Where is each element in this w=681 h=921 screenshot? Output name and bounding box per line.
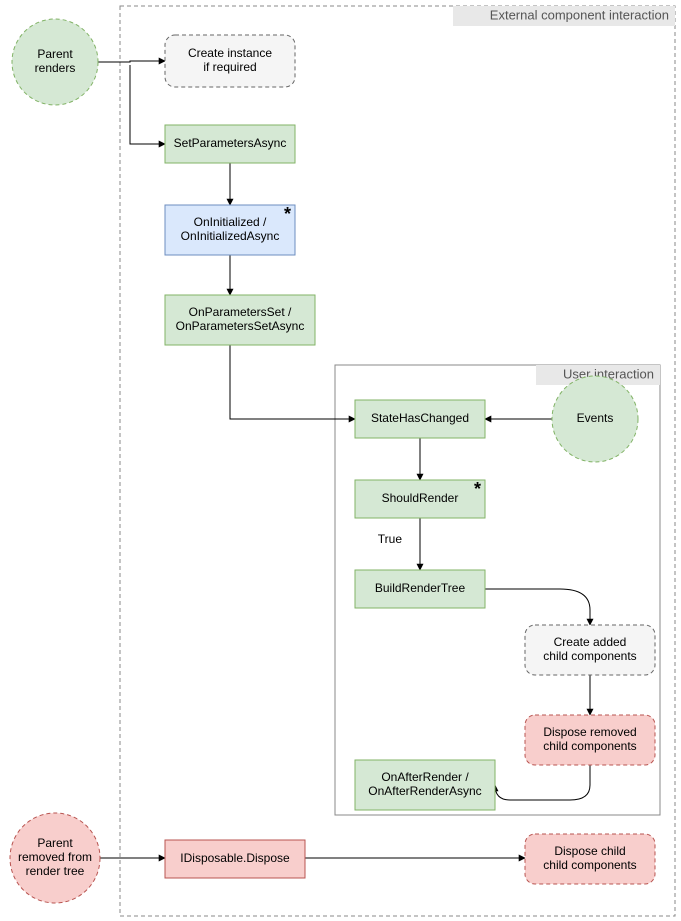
node-text-line: Parent: [37, 47, 73, 61]
node-text-line: OnAfterRenderAsync: [368, 784, 481, 798]
node-text-line: renders: [35, 61, 76, 75]
edge-4: [230, 345, 355, 419]
node-onparams: OnParametersSet /OnParametersSetAsync: [165, 295, 315, 345]
node-dispose_child2: Dispose childchild components: [525, 834, 655, 884]
node-text-line: if required: [203, 60, 256, 74]
node-text-line: BuildRenderTree: [375, 581, 466, 595]
node-text-line: Parent: [37, 836, 73, 850]
node-oninit: OnInitialized /OnInitializedAsync *: [165, 204, 295, 255]
node-events: Events: [552, 376, 638, 462]
node-text-line: Events: [577, 411, 614, 425]
edge-8: [485, 589, 590, 625]
node-text-line: IDisposable.Dispose: [180, 851, 290, 865]
node-text-line: ShouldRender: [382, 491, 459, 505]
node-text-line: child components: [543, 649, 636, 663]
node-text-line: OnInitialized /: [194, 215, 267, 229]
node-statechanged: StateHasChanged: [355, 400, 485, 438]
node-star-shouldrender: *: [474, 479, 481, 499]
node-text-line: StateHasChanged: [371, 411, 469, 425]
node-buildrt: BuildRenderTree: [355, 570, 485, 608]
node-text-line: OnInitializedAsync: [181, 229, 280, 243]
region-label-ext: External component interaction: [490, 8, 669, 23]
node-text-line: SetParametersAsync: [174, 136, 287, 150]
node-onafter: OnAfterRender /OnAfterRenderAsync: [355, 760, 495, 810]
node-text-line: child components: [543, 858, 636, 872]
node-shouldrender: ShouldRender *: [355, 479, 485, 518]
node-text-line: Create added: [554, 635, 627, 649]
node-create_instance: Create instanceif required: [165, 35, 295, 87]
node-text-line: child components: [543, 739, 636, 753]
edge-10: [495, 765, 590, 800]
node-parent_removed: Parentremoved fromrender tree: [10, 813, 100, 903]
node-text-line: OnAfterRender /: [381, 770, 469, 784]
node-text-line: Dispose child: [554, 844, 625, 858]
node-text-line: render tree: [26, 864, 85, 878]
node-text-line: OnParametersSetAsync: [176, 319, 305, 333]
node-text-line: Create instance: [188, 46, 272, 60]
node-parent_renders: Parentrenders: [12, 19, 98, 105]
node-create_child: Create addedchild components: [525, 625, 655, 675]
node-idisposable: IDisposable.Dispose: [165, 840, 305, 878]
edge-7: True: [378, 518, 420, 570]
edge-0: [98, 61, 165, 62]
edge-1: [130, 65, 165, 144]
node-dispose_child: Dispose removedchild components: [525, 715, 655, 765]
node-text-line: removed from: [18, 850, 92, 864]
node-set_params: SetParametersAsync: [165, 125, 295, 163]
node-text-line: Dispose removed: [543, 725, 636, 739]
node-text-line: OnParametersSet /: [189, 305, 292, 319]
node-star-oninit: *: [284, 204, 291, 224]
edge-label-7: True: [378, 532, 403, 546]
